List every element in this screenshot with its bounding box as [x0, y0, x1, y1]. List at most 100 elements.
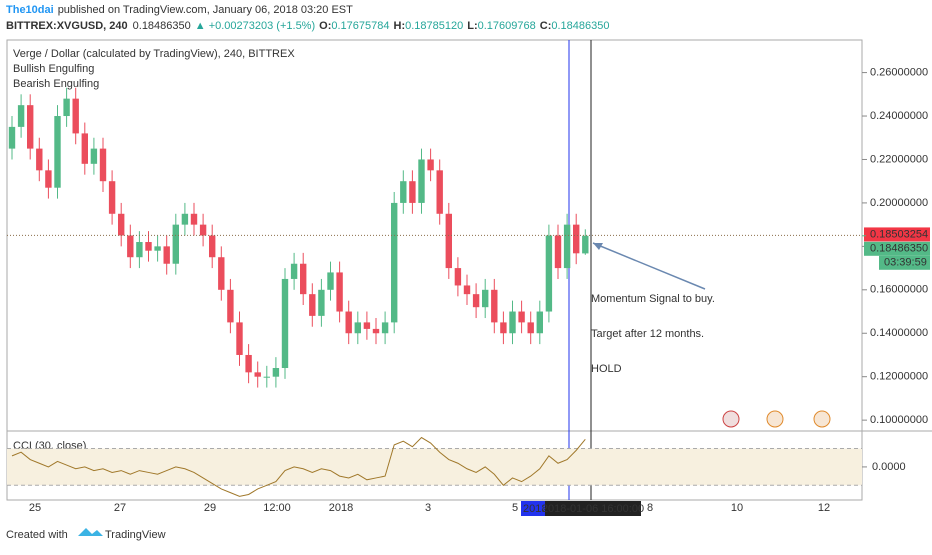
candle-body — [90, 148, 98, 164]
candle-body — [209, 235, 216, 258]
h-label: H: — [394, 20, 406, 32]
candle-body — [245, 354, 252, 373]
candle-body — [300, 263, 307, 295]
x-tick-label: 12 — [818, 502, 830, 514]
o-label: O: — [319, 20, 331, 32]
candle-body — [372, 328, 380, 334]
y-tick-label: 0.10000000 — [870, 414, 928, 426]
candle-body — [154, 246, 161, 251]
candle-body — [172, 224, 179, 264]
candle-body — [8, 126, 16, 149]
candle-body — [573, 224, 580, 254]
legend-item: Bullish Engulfing — [13, 63, 94, 75]
candle-body — [445, 213, 452, 269]
candle-body — [17, 105, 25, 127]
x-tick-label: 27 — [114, 502, 126, 514]
candle-body — [118, 213, 125, 236]
candle-body — [99, 148, 107, 182]
candle-body — [45, 170, 52, 188]
candle-body — [436, 170, 443, 214]
event-icon[interactable] — [766, 410, 784, 428]
band-fill — [7, 448, 862, 486]
candle-body — [427, 159, 434, 171]
candle-body — [482, 289, 489, 308]
y-tick-label: 0.22000000 — [870, 153, 928, 165]
annotation-text: Momentum Signal to buy. — [591, 293, 715, 305]
candle-body — [536, 311, 543, 334]
symbol: BITTREX:XVGUSD, 240 — [6, 20, 128, 32]
candle-body — [218, 257, 225, 290]
candle-body — [290, 263, 298, 279]
event-icon[interactable] — [813, 410, 831, 428]
candle-body — [391, 202, 398, 323]
candle-body — [272, 368, 280, 377]
marker-label: 2018 — [523, 503, 547, 515]
countdown-box — [879, 255, 930, 270]
author[interactable]: The10dai — [6, 4, 54, 16]
price-label: 0.18503254 — [870, 228, 928, 240]
candle-body — [500, 322, 507, 334]
legend-item: Bearish Engulfing — [13, 78, 99, 90]
crosshair-label: 2018-01-06 16:00:00 — [542, 503, 644, 515]
h: 0.18785120 — [405, 20, 463, 32]
change: ▲ +0.00273203 (+1.5%) — [195, 20, 315, 32]
ohlc-line: BITTREX:XVGUSD, 240 0.18486350 ▲ +0.002732… — [6, 20, 609, 32]
candle-body — [72, 98, 79, 134]
candle-body — [263, 376, 270, 378]
y-tick-label: 0.0000 — [872, 461, 906, 473]
annotation-text: Target after 12 months. — [591, 328, 704, 340]
footer-brand[interactable]: TradingView — [105, 529, 166, 541]
candle-body — [127, 235, 134, 258]
candle-body — [199, 224, 207, 236]
candle-body — [254, 372, 261, 377]
x-tick-label: 10 — [731, 502, 743, 514]
x-tick-label: 5 — [512, 502, 518, 514]
x-tick-label: 25 — [29, 502, 41, 514]
candle-body — [345, 311, 352, 334]
candle-body — [472, 294, 480, 308]
candle-body — [454, 268, 462, 286]
candle-body — [409, 181, 416, 203]
logo — [78, 528, 103, 536]
candle-body — [582, 235, 589, 254]
annotation-text: HOLD — [591, 363, 622, 375]
published: published on TradingView.com, January 06… — [58, 4, 353, 16]
candle-body — [281, 278, 289, 369]
marker-box — [521, 501, 545, 516]
price-label: 0.18486350 — [870, 243, 928, 255]
indicator-line — [11, 436, 586, 497]
y-tick-label: 0.24000000 — [870, 110, 928, 122]
y-tick-label: 0.26000000 — [870, 66, 928, 78]
y-tick-label: 0.12000000 — [870, 371, 928, 383]
candle-body — [227, 289, 234, 323]
candle-body — [327, 272, 334, 290]
l: 0.17609768 — [478, 20, 536, 32]
candle-body — [36, 148, 43, 171]
candle-body — [463, 285, 471, 295]
price-label-box — [864, 227, 930, 242]
candle-body — [190, 213, 198, 225]
candle-body — [145, 242, 152, 251]
last: 0.18486350 — [133, 20, 191, 32]
footer-created: Created with — [6, 529, 68, 541]
candle-body — [354, 322, 361, 334]
x-tick-label: 12:00 — [263, 502, 291, 514]
l-label: L: — [467, 20, 477, 32]
candle-body — [363, 322, 371, 329]
candle-body — [236, 322, 243, 355]
chart-title: Verge / Dollar (calculated by TradingVie… — [13, 48, 295, 60]
candle-body — [491, 289, 498, 323]
candle-body — [545, 235, 553, 312]
candle-body — [54, 116, 61, 188]
price-label-box — [864, 241, 930, 256]
candle-body — [527, 322, 534, 334]
event-icon[interactable] — [722, 410, 740, 428]
candle-body — [509, 311, 516, 334]
candle-body — [136, 242, 143, 258]
x-tick-label: 8 — [647, 502, 653, 514]
y-tick-label: 0.20000000 — [870, 197, 928, 209]
header-line: The10dai published on TradingView.com, Ja… — [6, 4, 353, 16]
crosshair-box — [545, 501, 641, 516]
